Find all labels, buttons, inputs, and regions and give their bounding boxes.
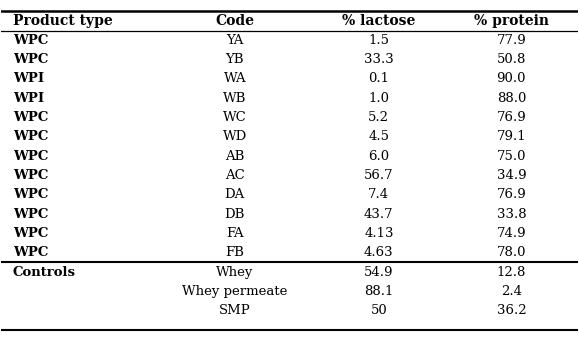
Text: AB: AB	[225, 150, 244, 163]
Text: 79.1: 79.1	[497, 130, 526, 143]
Text: 88.1: 88.1	[364, 285, 394, 298]
Text: WC: WC	[223, 111, 247, 124]
Text: 12.8: 12.8	[497, 266, 526, 279]
Text: 5.2: 5.2	[368, 111, 389, 124]
Text: % lactose: % lactose	[342, 14, 416, 28]
Text: WPC: WPC	[13, 227, 48, 240]
Text: 43.7: 43.7	[364, 208, 394, 221]
Text: 76.9: 76.9	[496, 111, 526, 124]
Text: DA: DA	[225, 188, 245, 201]
Text: 1.0: 1.0	[368, 92, 389, 105]
Text: WD: WD	[223, 130, 247, 143]
Text: WPC: WPC	[13, 150, 48, 163]
Text: 7.4: 7.4	[368, 188, 389, 201]
Text: 33.8: 33.8	[497, 208, 526, 221]
Text: FA: FA	[226, 227, 244, 240]
Text: YB: YB	[225, 53, 244, 66]
Text: WA: WA	[223, 72, 246, 86]
Text: 0.1: 0.1	[368, 72, 389, 86]
Text: WPC: WPC	[13, 188, 48, 201]
Text: DB: DB	[225, 208, 245, 221]
Text: WPC: WPC	[13, 208, 48, 221]
Text: 50: 50	[371, 304, 387, 317]
Text: WPC: WPC	[13, 53, 48, 66]
Text: WPC: WPC	[13, 111, 48, 124]
Text: 2.4: 2.4	[501, 285, 522, 298]
Text: WB: WB	[223, 92, 247, 105]
Text: YA: YA	[226, 34, 243, 47]
Text: 33.3: 33.3	[364, 53, 394, 66]
Text: 74.9: 74.9	[497, 227, 526, 240]
Text: WPI: WPI	[13, 92, 44, 105]
Text: 54.9: 54.9	[364, 266, 394, 279]
Text: 56.7: 56.7	[364, 169, 394, 182]
Text: 88.0: 88.0	[497, 92, 526, 105]
Text: 4.5: 4.5	[368, 130, 389, 143]
Text: 1.5: 1.5	[368, 34, 389, 47]
Text: 6.0: 6.0	[368, 150, 389, 163]
Text: Whey permeate: Whey permeate	[182, 285, 287, 298]
Text: 4.13: 4.13	[364, 227, 394, 240]
Text: 90.0: 90.0	[497, 72, 526, 86]
Text: WPC: WPC	[13, 34, 48, 47]
Text: 78.0: 78.0	[497, 246, 526, 259]
Text: WPC: WPC	[13, 246, 48, 259]
Text: WPC: WPC	[13, 130, 48, 143]
Text: 4.63: 4.63	[364, 246, 394, 259]
Text: % protein: % protein	[474, 14, 549, 28]
Text: Product type: Product type	[13, 14, 113, 28]
Text: AC: AC	[225, 169, 245, 182]
Text: SMP: SMP	[219, 304, 251, 317]
Text: 76.9: 76.9	[496, 188, 526, 201]
Text: FB: FB	[225, 246, 244, 259]
Text: Controls: Controls	[13, 266, 76, 279]
Text: Whey: Whey	[216, 266, 254, 279]
Text: 75.0: 75.0	[497, 150, 526, 163]
Text: 36.2: 36.2	[497, 304, 526, 317]
Text: WPI: WPI	[13, 72, 44, 86]
Text: Code: Code	[215, 14, 254, 28]
Text: 34.9: 34.9	[497, 169, 526, 182]
Text: WPC: WPC	[13, 169, 48, 182]
Text: 50.8: 50.8	[497, 53, 526, 66]
Text: 77.9: 77.9	[496, 34, 526, 47]
